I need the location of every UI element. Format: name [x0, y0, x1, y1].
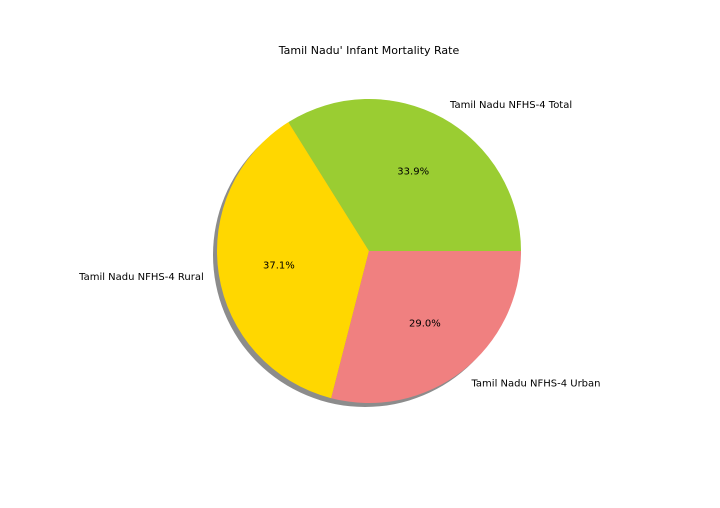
pie-slice-tamil-nadu-nfhs-4-rural [217, 122, 369, 399]
pie-category-label-tamil-nadu-nfhs-4-total: Tamil Nadu NFHS-4 Total [449, 100, 572, 111]
pie-slice-tamil-nadu-nfhs-4-urban [331, 251, 521, 403]
pie-pct-label-tamil-nadu-nfhs-4-rural: 37.1% [263, 260, 295, 271]
chart-title: Tamil Nadu' Infant Mortality Rate [278, 44, 460, 57]
pie-slices [217, 98, 521, 403]
pie-category-label-tamil-nadu-nfhs-4-urban: Tamil Nadu NFHS-4 Urban [470, 379, 600, 390]
pie-labels: 33.9% Tamil Nadu NFHS-4 Total 37.1% Tamil N… [78, 100, 600, 389]
pie-pct-label-tamil-nadu-nfhs-4-urban: 29.0% [409, 319, 441, 330]
pie-pct-label-tamil-nadu-nfhs-4-total: 33.9% [397, 167, 429, 178]
pie-slice-tamil-nadu-nfhs-4-total [288, 98, 521, 252]
pie-category-label-tamil-nadu-nfhs-4-rural: Tamil Nadu NFHS-4 Rural [78, 272, 204, 283]
